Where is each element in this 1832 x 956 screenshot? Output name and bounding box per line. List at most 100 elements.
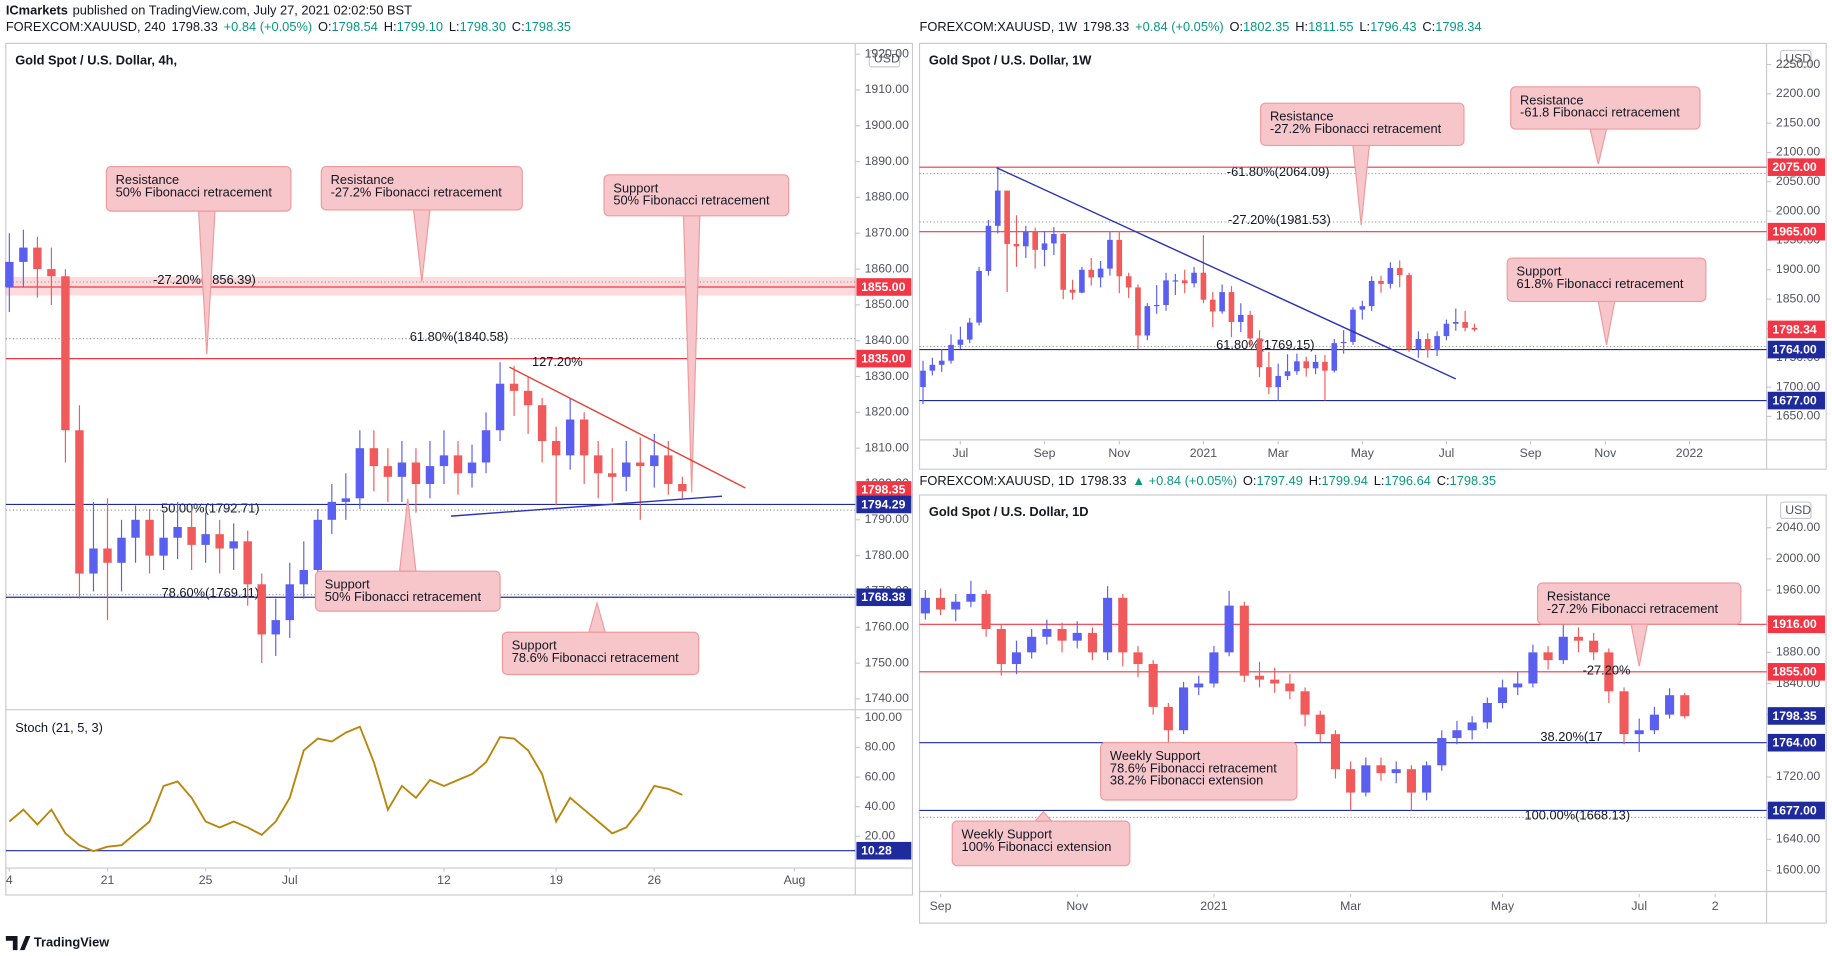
y-tick-label: 1830.00 bbox=[865, 369, 909, 383]
panel-header: FOREXCOM:XAUUSD, 1W 1798.33 +0.84 (+0.05%)… bbox=[920, 20, 1482, 35]
candle-body bbox=[187, 526, 196, 545]
y-tick-label: 1750.00 bbox=[865, 655, 909, 669]
x-tick-label: May bbox=[1491, 899, 1515, 913]
candle-body bbox=[1415, 338, 1422, 350]
x-tick-label: Sep bbox=[1520, 446, 1542, 460]
candle-body bbox=[1285, 683, 1295, 692]
y-tick-label: 1700.00 bbox=[1776, 379, 1820, 393]
y-tick-label: 1600.00 bbox=[1776, 863, 1820, 877]
callout: Resistance-27.2% Fibonacci retracement bbox=[1260, 102, 1465, 226]
candle-body bbox=[243, 541, 252, 585]
callout-text: -61.8 Fibonacci retracement bbox=[1520, 105, 1680, 120]
candle-body bbox=[985, 225, 992, 271]
candle-body bbox=[1191, 272, 1197, 284]
callout-text: 61.8% Fibonacci retracement bbox=[1517, 276, 1684, 291]
panel-header: FOREXCOM:XAUUSD, 1D 1798.33 ▲ +0.84 (+0.05… bbox=[920, 473, 1496, 488]
y-tick-label: 80.00 bbox=[865, 740, 896, 754]
x-tick-label: Jul bbox=[953, 446, 969, 460]
candle-body bbox=[1471, 327, 1478, 330]
candle-body bbox=[1238, 314, 1244, 322]
x-tick-label: Jul bbox=[282, 873, 298, 887]
callout-text: Resistance bbox=[331, 172, 394, 187]
ohlc-value: 1798.54 bbox=[332, 20, 378, 35]
publisher: ICmarkets bbox=[6, 3, 68, 18]
candle-body bbox=[1406, 275, 1412, 350]
callout: Resistance-27.2% Fibonacci retracement bbox=[320, 165, 523, 282]
candle-body bbox=[509, 383, 519, 391]
candle-body bbox=[1144, 306, 1151, 336]
candle-body bbox=[411, 462, 421, 484]
price-tag bbox=[1767, 707, 1825, 725]
last-price: 1798.33 bbox=[1083, 20, 1129, 35]
price-tag bbox=[856, 481, 912, 499]
change: +0.84 (+0.05%) bbox=[224, 20, 312, 35]
panel-header: FOREXCOM:XAUUSD, 240 1798.33 +0.84 (+0.05%… bbox=[6, 20, 571, 35]
candle-body bbox=[935, 597, 946, 610]
candle-body bbox=[1387, 268, 1394, 284]
price-tag bbox=[856, 588, 912, 607]
candle-body bbox=[1032, 231, 1038, 250]
ohlc-value: 1796.64 bbox=[1385, 473, 1431, 488]
ohlc-value: 1796.43 bbox=[1370, 20, 1416, 35]
x-tick-label: 21 bbox=[101, 873, 115, 887]
candle-body bbox=[1604, 652, 1614, 692]
trendlines bbox=[450, 167, 1457, 517]
publish-line: ICmarkets published on TradingView.com, J… bbox=[6, 3, 412, 18]
price-tag bbox=[856, 495, 912, 514]
callout-text: Support bbox=[512, 638, 557, 653]
candle-body bbox=[1228, 292, 1235, 322]
candle-body bbox=[951, 601, 961, 610]
candle-body bbox=[1163, 706, 1173, 731]
y-tick-label: 1820.00 bbox=[865, 405, 909, 419]
y-tick-label: 1920.00 bbox=[865, 46, 909, 60]
candle-body bbox=[439, 455, 449, 467]
callout: Resistance-61.8 Fibonacci retracement bbox=[1510, 86, 1701, 165]
candle-body bbox=[1452, 321, 1459, 324]
ohlc-value: 1798.34 bbox=[1435, 20, 1481, 35]
candle-body bbox=[1434, 336, 1440, 351]
callout-text: Weekly Support bbox=[1110, 748, 1201, 763]
indicator-title: Stoch (21, 5, 3) bbox=[15, 720, 103, 735]
price-tag-label: 1798.34 bbox=[1772, 322, 1816, 336]
fib-label: 78.60%(1769.11) bbox=[162, 585, 260, 600]
candle-body bbox=[1041, 243, 1048, 250]
price-tag-label: 1916.00 bbox=[1772, 617, 1816, 631]
y-tick-label: 2000.00 bbox=[1776, 203, 1820, 217]
candle-body bbox=[425, 466, 435, 484]
candle-body bbox=[1406, 769, 1416, 793]
price-tag-label: 1677.00 bbox=[1772, 803, 1816, 817]
y-tick-label: 1650.00 bbox=[1776, 409, 1820, 423]
change: ▲ +0.84 (+0.05%) bbox=[1132, 473, 1237, 488]
x-tick-label: Mar bbox=[1340, 899, 1361, 913]
ohlc-key: C: bbox=[1437, 473, 1450, 488]
candle-body bbox=[1247, 314, 1253, 339]
candle-body bbox=[1558, 636, 1568, 661]
axis-lines bbox=[5, 43, 1827, 924]
last-price: 1798.33 bbox=[171, 20, 217, 35]
x-tick-label: Nov bbox=[1108, 446, 1131, 460]
x-tick-label: Nov bbox=[1594, 446, 1617, 460]
candle-body bbox=[1270, 679, 1280, 684]
fib-label: 50.00%(1792.71) bbox=[161, 500, 259, 515]
x-tick-label: 2021 bbox=[1200, 899, 1227, 913]
callout-text: 78.6% Fibonacci retracement bbox=[1110, 760, 1277, 775]
y-tick-label: 2100.00 bbox=[1776, 145, 1820, 159]
candle-body bbox=[1178, 687, 1189, 731]
callout-text: 38.2% Fibonacci extension bbox=[1110, 773, 1263, 788]
candle-body bbox=[1378, 280, 1384, 284]
candle-body bbox=[1069, 289, 1076, 293]
candle-body bbox=[579, 419, 589, 456]
candle-body bbox=[920, 597, 930, 614]
candle-body bbox=[1209, 299, 1216, 312]
candle-body bbox=[966, 322, 973, 340]
callout-box bbox=[501, 631, 700, 676]
ohlc-value: 1802.35 bbox=[1243, 20, 1289, 35]
y-tick-label: 1880.00 bbox=[1776, 645, 1820, 659]
candle-body bbox=[1437, 738, 1447, 766]
chart-title: Gold Spot / U.S. Dollar, 1D bbox=[929, 504, 1089, 519]
y-tick-label: 2250.00 bbox=[1776, 57, 1820, 71]
y-tick-label: 40.00 bbox=[865, 799, 896, 813]
candle-body bbox=[397, 462, 407, 477]
